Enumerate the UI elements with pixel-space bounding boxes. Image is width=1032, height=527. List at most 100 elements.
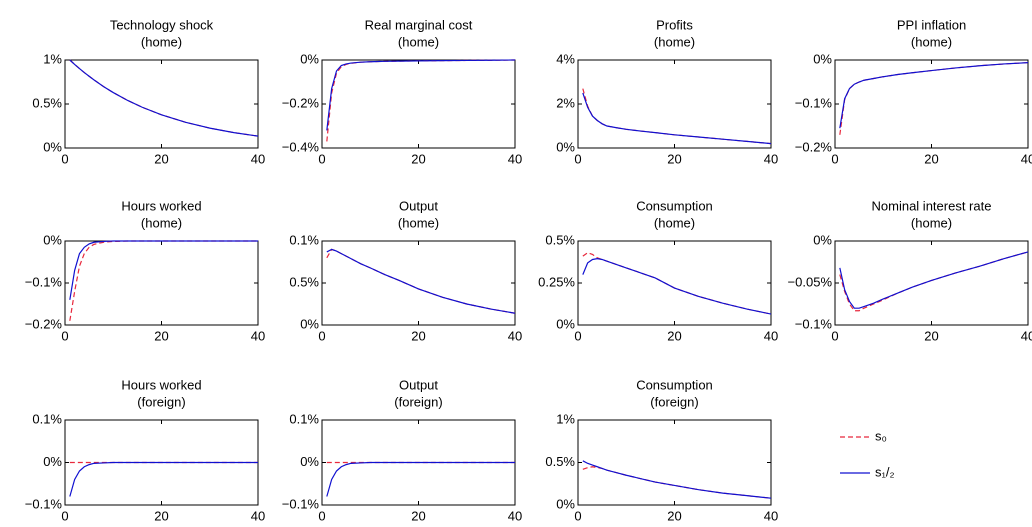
y-tick-label: −0.1% [25,496,63,511]
panel-subtitle: (home) [141,215,182,230]
y-tick-label: −0.05% [788,274,833,289]
series-line [326,461,515,497]
panel-subtitle: (home) [911,215,952,230]
series-line [582,92,772,145]
panel-title: Real marginal cost [365,17,473,32]
x-tick-label: 0 [831,151,838,166]
panel-subtitle: (foreign) [137,394,185,409]
x-tick-label: 40 [508,151,522,166]
series-line [839,251,1029,309]
panel-subtitle: (foreign) [394,394,442,409]
y-tick-label: −0.4% [282,139,320,154]
x-tick-label: 20 [924,151,938,166]
x-tick-label: 0 [61,328,68,343]
x-tick-label: 0 [831,328,838,343]
x-tick-label: 20 [411,508,425,523]
y-tick-label: 0.25% [538,274,575,289]
y-tick-label: 0% [300,316,319,331]
x-tick-label: 20 [411,328,425,343]
y-tick-label: −0.2% [25,316,63,331]
y-tick-label: 0% [300,51,319,66]
y-tick-label: 0.5% [32,95,62,110]
series-line [326,59,516,131]
series-line [582,460,772,499]
x-tick-label: 40 [508,508,522,523]
axes-frame [834,59,1029,149]
panel-title: Hours worked [121,198,201,213]
x-tick-label: 20 [667,508,681,523]
y-tick-label: 0% [556,316,575,331]
x-tick-label: 0 [318,508,325,523]
legend-label: s₀ [875,428,887,443]
x-tick-label: 40 [1021,328,1032,343]
y-tick-label: 0% [43,139,62,154]
x-tick-label: 40 [764,328,778,343]
y-tick-label: 0.5% [289,274,319,289]
x-tick-label: 20 [154,328,168,343]
x-tick-label: 0 [318,151,325,166]
x-tick-label: 40 [251,508,265,523]
series-line [69,461,258,497]
x-tick-label: 0 [61,151,68,166]
axes-frame [577,419,772,506]
y-tick-label: 0.5% [545,232,575,247]
y-tick-label: −0.1% [795,95,833,110]
x-tick-label: 20 [411,151,425,166]
axes-frame [64,59,259,149]
y-tick-label: 2% [556,95,575,110]
y-tick-label: 4% [556,51,575,66]
axes-frame [321,59,516,149]
panel-subtitle: (home) [398,215,439,230]
y-tick-label: −0.2% [282,95,320,110]
axes-frame [64,240,259,326]
axes-frame [321,240,516,326]
y-tick-label: 0.5% [545,454,575,469]
x-tick-label: 20 [667,151,681,166]
panel-title: Consumption [636,377,713,392]
panel-subtitle: (home) [911,34,952,49]
y-tick-label: 0% [556,139,575,154]
x-tick-label: 40 [508,328,522,343]
y-tick-label: −0.1% [282,496,320,511]
axes-frame [577,240,772,326]
x-tick-label: 0 [574,151,581,166]
series-line [582,252,772,315]
x-tick-label: 20 [154,151,168,166]
x-tick-label: 40 [764,508,778,523]
y-tick-label: 0.1% [32,411,62,426]
x-tick-label: 40 [251,151,265,166]
x-tick-label: 20 [667,328,681,343]
x-tick-label: 0 [574,508,581,523]
y-tick-label: −0.1% [795,316,833,331]
x-tick-label: 0 [61,508,68,523]
panel-subtitle: (home) [141,34,182,49]
panel-title: PPI inflation [897,17,966,32]
axes-frame [834,240,1029,326]
x-tick-label: 20 [924,328,938,343]
y-tick-label: 1% [43,51,62,66]
y-tick-label: 0% [43,232,62,247]
panel-subtitle: (foreign) [650,394,698,409]
panel-title: Output [399,377,438,392]
series-line [582,258,772,315]
x-tick-label: 0 [318,328,325,343]
x-tick-label: 0 [574,328,581,343]
series-line [69,59,259,137]
y-tick-label: 0% [43,454,62,469]
panel-title: Output [399,198,438,213]
x-tick-label: 40 [1021,151,1032,166]
y-tick-label: 0% [300,454,319,469]
panel-title: Hours worked [121,377,201,392]
y-tick-label: 1% [556,411,575,426]
panel-subtitle: (home) [654,34,695,49]
panel-title: Nominal interest rate [872,198,992,213]
y-tick-label: 0% [813,51,832,66]
panel-subtitle: (home) [654,215,695,230]
series-line [69,240,258,321]
panel-title: Profits [656,17,693,32]
legend-label: s₁/₂ [875,464,895,479]
panel-subtitle: (home) [398,34,439,49]
x-tick-label: 20 [154,508,168,523]
